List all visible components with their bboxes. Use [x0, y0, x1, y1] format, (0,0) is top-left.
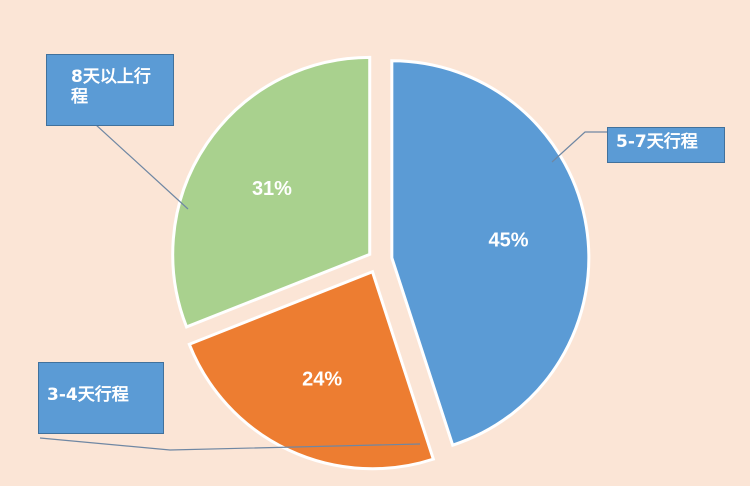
slice-5-7-days	[390, 59, 591, 448]
category-label-5-7-days: 5-7天行程	[607, 127, 725, 163]
leader-line-8plus	[94, 123, 189, 210]
pct-label-8plus-days: 31%	[252, 178, 292, 200]
pct-label-3-4-days: 24%	[302, 369, 342, 391]
category-label-8plus-days: 8天以上行程	[46, 54, 174, 126]
leader-line-5-7	[551, 131, 607, 163]
category-label-3-4-days: 3-4天行程	[38, 362, 164, 434]
pct-label-5-7-days: 45%	[489, 229, 529, 251]
slice-3-4-days	[187, 269, 436, 471]
leader-line-3-4	[39, 437, 421, 451]
slice-8plus-days	[171, 55, 372, 329]
